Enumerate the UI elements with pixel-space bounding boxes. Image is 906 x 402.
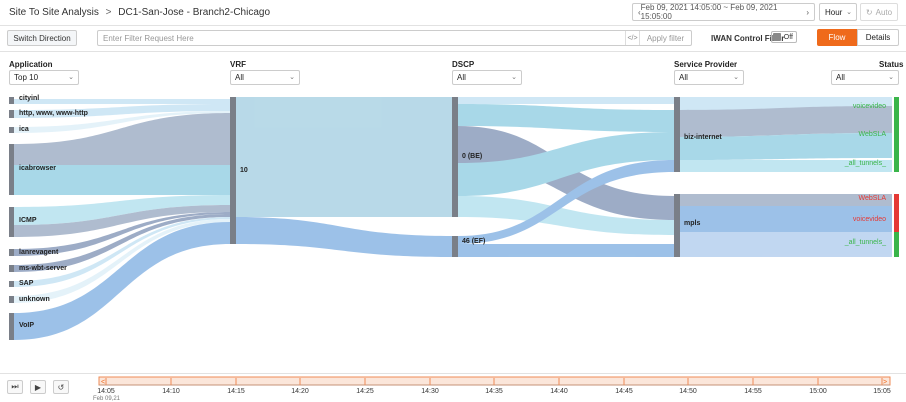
chevron-down-icon: ⌄ [888, 74, 894, 81]
range-handle-right: > [883, 379, 887, 386]
toggle-knob [773, 33, 781, 41]
step-forward-icon[interactable]: ⏭ [7, 380, 23, 394]
timeline-tick: 14:20 [291, 388, 309, 395]
status-label: WebSLA [858, 131, 887, 138]
application-filter-select[interactable]: Top 10 ⌄ [9, 70, 79, 85]
switch-direction-button[interactable]: Switch Direction [7, 30, 77, 46]
timeline-tick: 14:55 [744, 388, 762, 395]
breadcrumb: Site To Site Analysis > DC1-San-Jose - B… [9, 7, 270, 18]
column-header-service-provider: Service Provider [674, 60, 738, 69]
timeline-tick: 14:05 [97, 388, 115, 395]
chevron-down-icon: ⌄ [846, 9, 852, 16]
timeline-tick: 15:00 [809, 388, 827, 395]
time-range-picker[interactable]: ‹ Feb 09, 2021 14:05:00 ~ Feb 09, 2021 1… [632, 3, 815, 21]
node-label[interactable]: mpls [684, 220, 701, 227]
status-label: WebSLA [858, 195, 887, 202]
status-label: _all_tunnels_ [844, 239, 886, 246]
dscp-filter-value: All [457, 73, 466, 82]
tab-details[interactable]: Details [857, 29, 899, 46]
chevron-right-icon[interactable]: › [806, 7, 809, 17]
node-label[interactable]: VoIP [19, 322, 35, 329]
interval-select[interactable]: Hour ⌄ [819, 3, 857, 21]
timeline-tick: 15:05 [873, 388, 891, 395]
column-header-vrf: VRF [230, 60, 246, 69]
timeline-tick: 14:10 [162, 388, 180, 395]
interval-value: Hour [825, 7, 843, 17]
apply-filter-button[interactable]: Apply filter [639, 31, 691, 45]
status-filter-value: All [836, 73, 845, 82]
reset-icon[interactable]: ↺ [53, 380, 69, 394]
node-label[interactable]: ms-wbt-server [19, 265, 67, 272]
column-header-dscp: DSCP [452, 60, 475, 69]
timeline-tick: 14:15 [227, 388, 245, 395]
node-label[interactable]: ica [19, 126, 29, 133]
code-icon[interactable]: </> [625, 31, 639, 45]
header-divider [0, 25, 906, 26]
node-label[interactable]: http, www, www-http [19, 110, 88, 117]
range-handle-left: < [101, 379, 105, 386]
timeline-tick: 14:35 [485, 388, 503, 395]
iwan-toggle[interactable]: Off [771, 31, 797, 43]
chevron-down-icon: ⌄ [289, 74, 295, 81]
filter-input[interactable]: Enter Filter Request Here </> Apply filt… [97, 30, 692, 46]
chevron-left-icon[interactable]: ‹ [638, 7, 641, 17]
auto-refresh-button[interactable]: ↻ Auto [860, 3, 898, 21]
node-label[interactable]: 46 (EF) [462, 238, 486, 245]
column-header-status: Status [879, 60, 904, 69]
filter-placeholder: Enter Filter Request Here [103, 33, 194, 43]
auto-label: Auto [875, 7, 893, 17]
dscp-filter-select[interactable]: All ⌄ [452, 70, 522, 85]
node-label[interactable]: icabrowser [19, 165, 56, 172]
timeline-date: Feb 09,21 [93, 396, 121, 402]
vrf-filter-select[interactable]: All ⌄ [230, 70, 300, 85]
status-label: _all_tunnels_ [844, 160, 886, 167]
refresh-icon: ↻ [865, 7, 873, 17]
chevron-down-icon: ⌄ [511, 74, 517, 81]
tab-flow[interactable]: Flow [817, 29, 857, 46]
service-provider-filter-value: All [679, 73, 688, 82]
toolbar-divider [0, 51, 906, 52]
timeline-tick: 14:45 [615, 388, 633, 395]
application-filter-value: Top 10 [14, 73, 39, 82]
iwan-toggle-state: Off [783, 33, 793, 41]
column-header-application: Application [9, 60, 53, 69]
chevron-down-icon: ⌄ [68, 74, 74, 81]
node-label[interactable]: 0 (BE) [462, 153, 483, 160]
node-label[interactable]: ICMP [19, 217, 37, 224]
node-label[interactable]: lanrevagent [19, 249, 59, 256]
iwan-control-label: IWAN Control Filter [711, 34, 785, 43]
timeline-divider [0, 373, 906, 374]
timeline-tick: 14:50 [679, 388, 697, 395]
status-label: voicevideo [852, 103, 886, 110]
status-filter-select[interactable]: All ⌄ [831, 70, 899, 85]
node-label[interactable]: SAP [19, 280, 34, 287]
service-provider-filter-select[interactable]: All ⌄ [674, 70, 744, 85]
timeline-tick: 14:40 [550, 388, 568, 395]
vrf-filter-value: All [235, 73, 244, 82]
time-range-text: Feb 09, 2021 14:05:00 ~ Feb 09, 2021 15:… [640, 3, 778, 21]
breadcrumb-separator: > [105, 7, 112, 18]
timeline-tick: 14:30 [421, 388, 439, 395]
status-label: voicevideo [852, 216, 886, 223]
play-icon[interactable]: ▶ [30, 380, 46, 394]
node-label[interactable]: 10 [240, 167, 248, 174]
node-label[interactable]: unknown [19, 296, 50, 303]
timeline-tick: 14:25 [356, 388, 374, 395]
chevron-down-icon: ⌄ [733, 74, 739, 81]
breadcrumb-current: DC1-San-Jose - Branch2-Chicago [118, 7, 271, 18]
node-label[interactable]: cityinl [19, 95, 40, 102]
breadcrumb-root[interactable]: Site To Site Analysis [9, 7, 99, 18]
node-label[interactable]: biz-internet [684, 134, 722, 141]
